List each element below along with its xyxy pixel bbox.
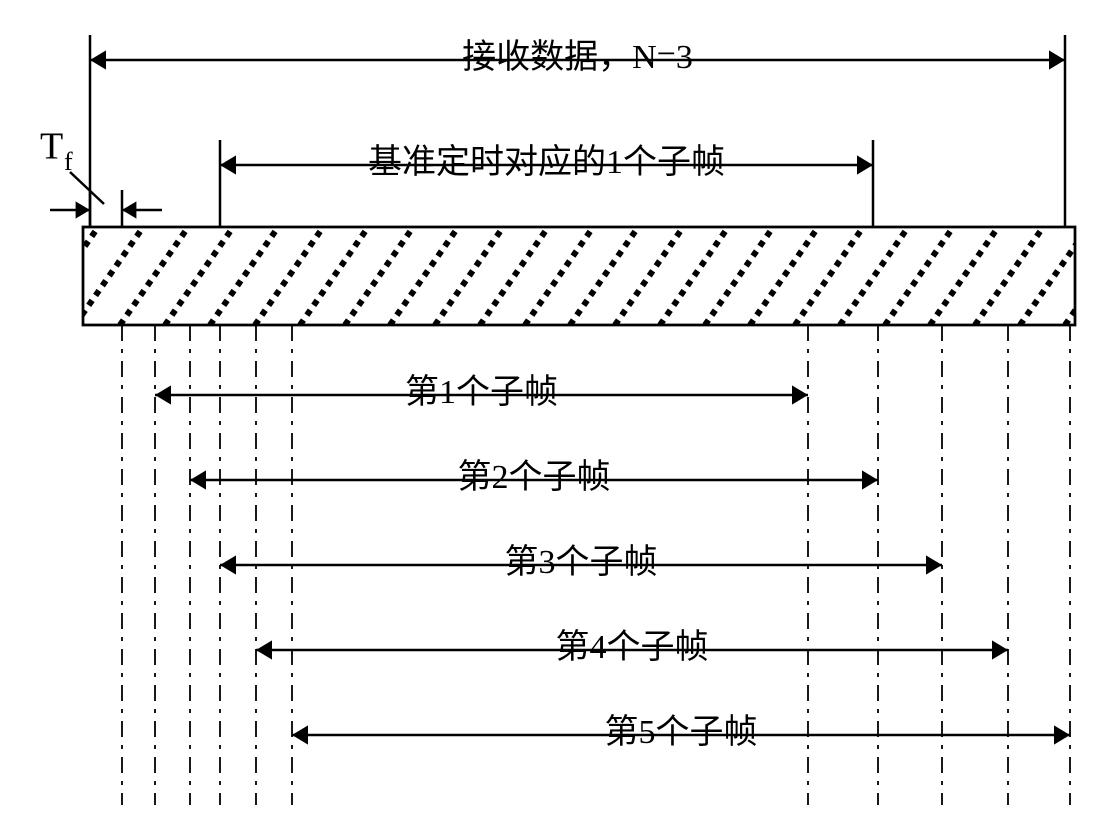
subframe-4-label: 第4个子帧 <box>556 628 709 666</box>
reference-label: 基准定时对应的1个子帧 <box>368 143 725 181</box>
tf-subscript: f <box>64 147 73 176</box>
tf-label: T <box>40 126 63 168</box>
data-bar <box>0 225 1093 325</box>
subframe-5-label: 第5个子帧 <box>605 713 758 751</box>
subframe-2-label: 第2个子帧 <box>458 458 611 496</box>
timing-diagram: 接收数据，N=3 Tf 基准定时对应的1个子帧第1个子帧第2个子帧第3个子帧第4个子… <box>0 0 1093 814</box>
subframe-3-label: 第3个子帧 <box>505 543 658 581</box>
overall-label: 接收数据，N=3 <box>462 38 693 76</box>
subframe-1-label: 第1个子帧 <box>405 373 558 411</box>
